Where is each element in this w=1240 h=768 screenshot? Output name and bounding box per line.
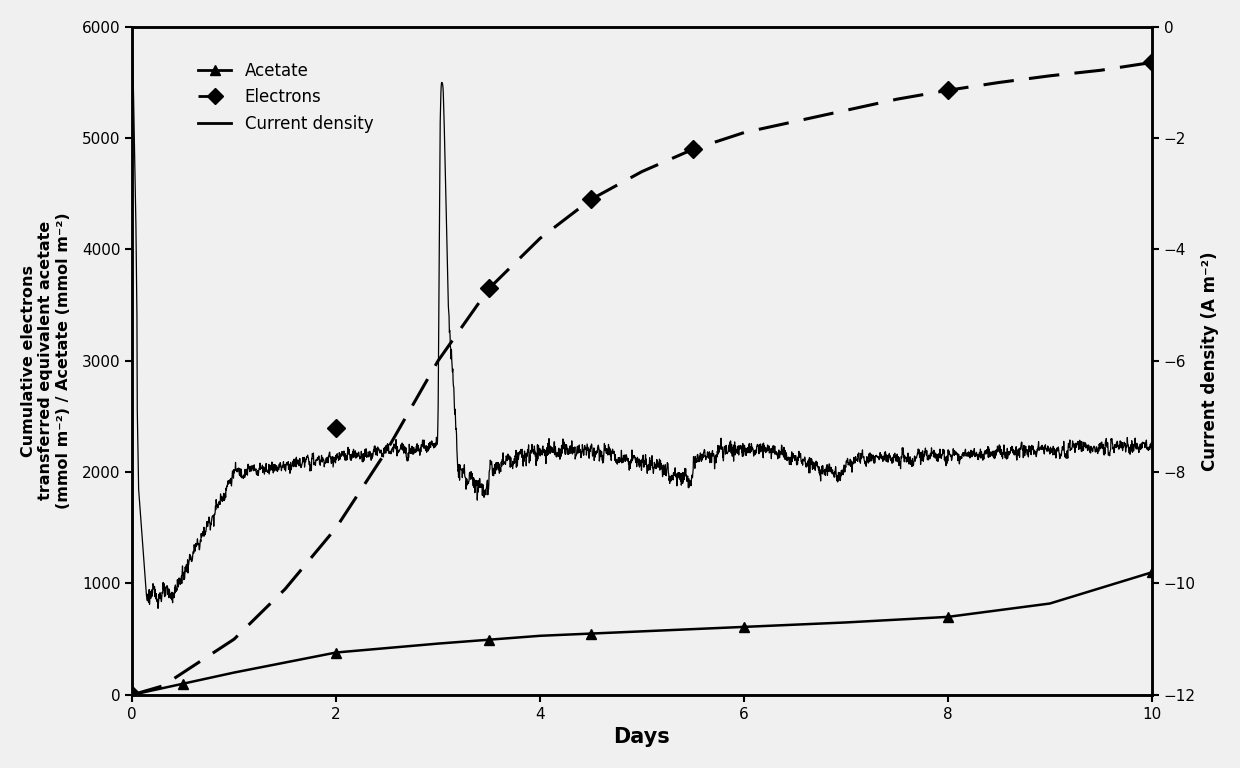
Electrons — [329, 423, 343, 432]
Acetate — [1145, 568, 1159, 577]
Electrons — [1145, 58, 1159, 67]
Electrons — [940, 86, 955, 95]
Acetate — [481, 635, 496, 644]
Legend: Acetate, Electrons, Current density: Acetate, Electrons, Current density — [191, 55, 381, 139]
Acetate — [737, 622, 751, 631]
Acetate — [125, 690, 140, 700]
Acetate — [176, 679, 191, 688]
Electrons — [481, 284, 496, 293]
Electrons — [584, 195, 599, 204]
Electrons — [125, 690, 140, 700]
Line: Acetate: Acetate — [128, 568, 1157, 700]
Y-axis label: Cumulative electrons
transferred equivalent acetate
(mmol m⁻²) / Acetate (mmol m: Cumulative electrons transferred equival… — [21, 213, 71, 509]
Y-axis label: Current density (A m⁻²): Current density (A m⁻²) — [1202, 251, 1219, 471]
Acetate — [584, 629, 599, 638]
Electrons — [686, 144, 701, 154]
X-axis label: Days: Days — [614, 727, 671, 747]
Line: Electrons: Electrons — [126, 56, 1158, 701]
Acetate — [329, 648, 343, 657]
Acetate — [940, 612, 955, 621]
